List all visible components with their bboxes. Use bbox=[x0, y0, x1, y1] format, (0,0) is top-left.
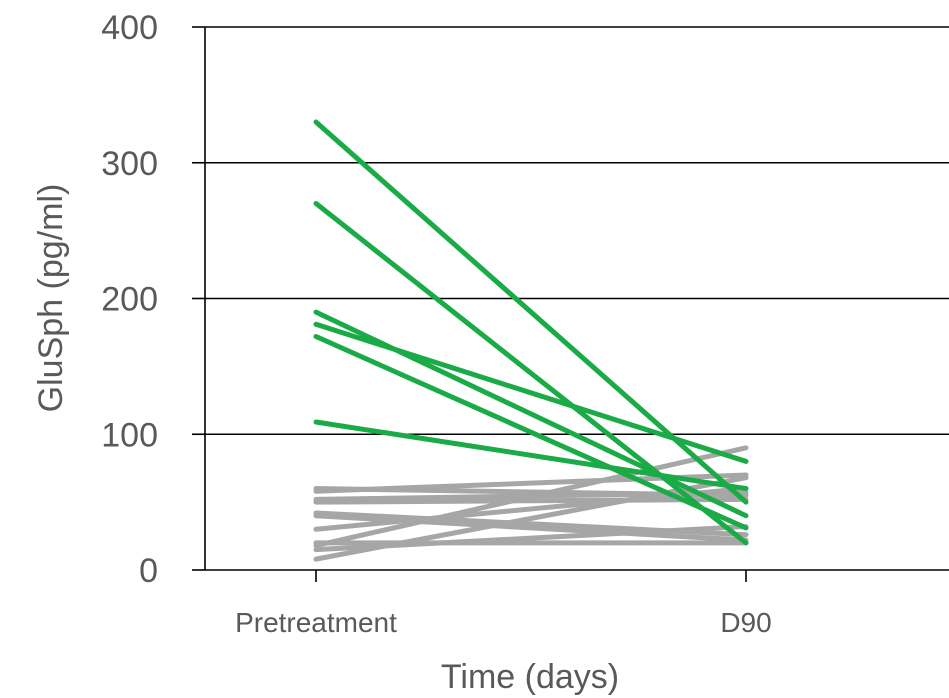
y-tick-label-400: 400 bbox=[101, 9, 158, 47]
y-tick-label-200: 200 bbox=[101, 281, 158, 319]
series-line-green-14 bbox=[313, 321, 749, 464]
series-line-gray-3 bbox=[313, 496, 749, 505]
y-tick-label-100: 100 bbox=[101, 416, 158, 454]
series-line-gray-5 bbox=[313, 513, 749, 543]
y-tick-label-300: 300 bbox=[101, 145, 158, 183]
series-line-green-15 bbox=[313, 334, 749, 531]
series-line-green-11 bbox=[313, 119, 749, 505]
gridlines bbox=[205, 26, 949, 436]
tick-labels: 0 100 200 300 400 Pretreatment D90 bbox=[101, 9, 771, 638]
series-line-green-16 bbox=[313, 419, 749, 492]
series-line-gray-8 bbox=[313, 445, 749, 549]
x-axis-title: Time (days) bbox=[441, 658, 619, 696]
series-lines bbox=[313, 119, 749, 562]
y-tick-label-0: 0 bbox=[139, 552, 158, 590]
y-axis-title: GluSph (pg/ml) bbox=[32, 184, 70, 413]
x-tick-label-0: Pretreatment bbox=[235, 607, 397, 638]
x-tick-label-1: D90 bbox=[720, 607, 771, 638]
axes bbox=[192, 26, 949, 582]
series-line-green-12 bbox=[313, 200, 749, 546]
series-line-gray-10 bbox=[313, 475, 749, 562]
